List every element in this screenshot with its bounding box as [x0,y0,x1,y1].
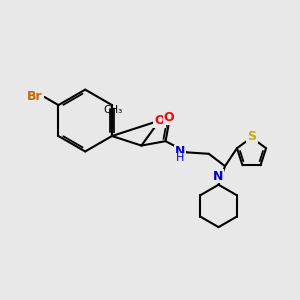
Text: Br: Br [27,91,43,103]
Text: H: H [176,153,184,163]
Text: CH₃: CH₃ [104,105,123,115]
Text: N: N [175,145,185,158]
Text: O: O [164,111,174,124]
Text: O: O [154,114,165,127]
Text: N: N [213,170,224,183]
Text: S: S [248,130,256,142]
